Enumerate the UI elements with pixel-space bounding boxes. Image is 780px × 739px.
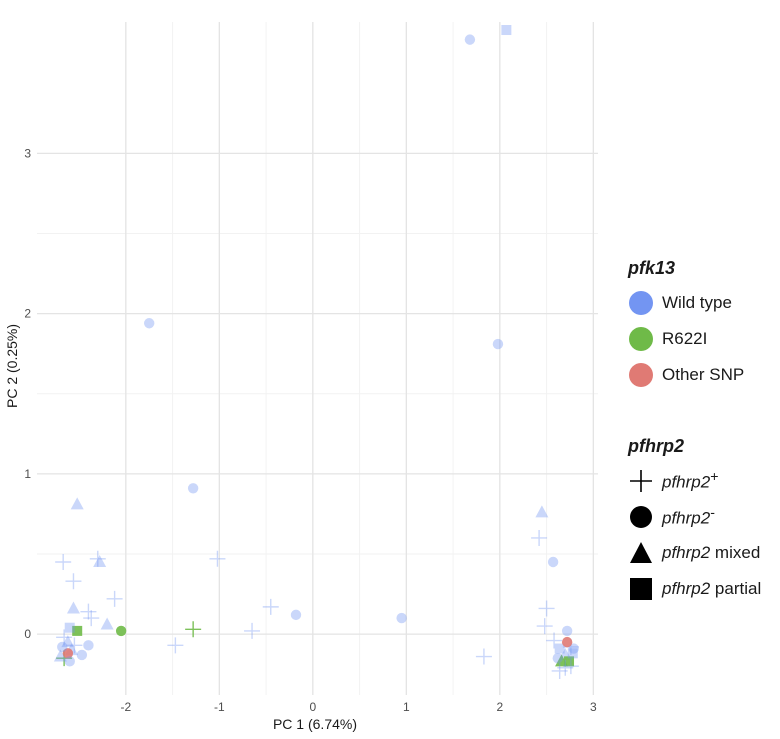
y-tick-label: 2: [24, 307, 31, 321]
x-tick-label: -1: [214, 700, 225, 714]
legend-item-R622I: R622I: [628, 321, 744, 357]
data-point-circle: [561, 625, 573, 637]
y-axis-label: PC 2 (0.25%): [4, 324, 20, 408]
data-point-square: [554, 643, 565, 654]
data-point-circle: [568, 643, 579, 654]
pfk13-legend-title: pfk13: [628, 258, 676, 278]
legend-dot: [629, 327, 653, 351]
x-tick-label: 1: [403, 700, 410, 714]
legend-label: pfhrp2+: [662, 469, 719, 492]
data-point-circle: [290, 609, 302, 621]
data-point-circle: [64, 656, 75, 667]
data-point-plus: [83, 610, 100, 627]
data-point-square: [501, 25, 512, 36]
data-point-square: [564, 656, 575, 667]
data-point-plus: [89, 550, 106, 567]
legend-swatch: [628, 290, 654, 316]
x-tick-label: 2: [496, 700, 503, 714]
data-point-triangle: [66, 601, 80, 614]
data-point-square: [72, 625, 83, 636]
data-point-circle: [144, 318, 155, 329]
circle-icon: [628, 504, 654, 530]
data-point-plus: [66, 637, 83, 654]
x-axis-label: PC 1 (6.74%): [273, 716, 357, 732]
data-point-plus: [538, 600, 555, 617]
data-point-plus: [546, 632, 563, 649]
data-point-circle: [62, 648, 74, 659]
x-tick-label: 3: [590, 700, 597, 714]
y-tick-label: 1: [24, 467, 31, 481]
y-tick-label: 0: [24, 627, 31, 641]
data-point-triangle: [53, 649, 67, 662]
legend-dot: [629, 363, 653, 387]
data-point-square: [64, 622, 75, 633]
legend-label: pfhrp2 partial: [662, 579, 762, 598]
y-tick-labels: 0 1 2 3: [24, 146, 31, 641]
legend-swatch: [628, 326, 654, 352]
data-point-circle: [561, 636, 573, 648]
legend-label: Other SNP: [662, 365, 745, 384]
legend-item-triangle: pfhrp2 mixed: [628, 535, 761, 571]
data-point-triangle: [93, 555, 107, 568]
data-point-circle: [396, 612, 407, 624]
data-point-plus: [475, 648, 492, 665]
data-point-triangle: [535, 505, 549, 518]
data-point-square: [567, 648, 578, 659]
major-gridlines: [37, 22, 598, 695]
data-points: [53, 25, 579, 679]
data-point-plus: [562, 658, 579, 675]
x-tick-labels: -2 -1 0 1 2 3: [120, 700, 596, 714]
legend-item-square: pfhrp2 partial: [628, 571, 761, 607]
legend-item-plus: pfhrp2+: [628, 463, 761, 499]
data-point-plus: [536, 618, 553, 635]
data-point-plus: [55, 554, 72, 571]
y-tick-label: 3: [24, 146, 31, 160]
data-point-plus: [167, 637, 184, 654]
data-point-plus: [65, 573, 82, 590]
legend-item-circle: pfhrp2-: [628, 499, 761, 535]
legend-label: pfhrp2-: [662, 505, 715, 528]
data-point-plus: [209, 550, 226, 567]
data-point-circle: [115, 625, 127, 637]
data-point-triangle: [70, 497, 84, 510]
data-point-circle: [187, 483, 199, 494]
pfk13-legend: pfk13 Wild type R622I Other SNP: [628, 258, 744, 393]
data-point-plus: [531, 529, 548, 546]
data-point-plus: [244, 622, 261, 639]
data-point-plus: [106, 590, 123, 607]
legend-label: R622I: [662, 329, 708, 348]
x-tick-label: 0: [309, 700, 316, 714]
data-point-plus: [56, 629, 73, 646]
legend-item-wild_type: Wild type: [628, 285, 744, 321]
data-point-triangle: [61, 635, 75, 648]
legend-swatch: [628, 362, 654, 388]
legend-label: pfhrp2 mixed: [662, 543, 761, 562]
data-point-plus: [557, 659, 574, 676]
data-point-circle: [552, 652, 563, 664]
data-point-circle: [547, 556, 559, 568]
x-tick-label: -2: [120, 700, 131, 714]
data-point-plus: [262, 598, 279, 615]
legend-dot: [629, 291, 653, 315]
data-point-plus: [80, 603, 97, 620]
square-icon: [628, 576, 654, 602]
plus-icon: [628, 468, 654, 494]
legend-label: Wild type: [662, 293, 732, 312]
data-point-plus: [185, 621, 202, 638]
data-point-triangle: [100, 617, 114, 630]
minor-gridlines: [37, 22, 598, 695]
data-point-circle: [464, 34, 476, 45]
data-point-circle: [492, 338, 504, 350]
data-point-circle: [57, 641, 68, 653]
data-point-plus: [551, 662, 568, 679]
pfhrp2-legend: pfhrp2 pfhrp2+ pfhrp2- pfhrp2 mixed pfhrp2 …: [628, 436, 761, 607]
legend-item-other_snp: Other SNP: [628, 357, 744, 393]
triangle-icon: [628, 540, 654, 566]
data-point-circle: [83, 640, 94, 651]
pfhrp2-legend-title: pfhrp2: [628, 436, 684, 456]
data-point-circle: [76, 649, 88, 661]
